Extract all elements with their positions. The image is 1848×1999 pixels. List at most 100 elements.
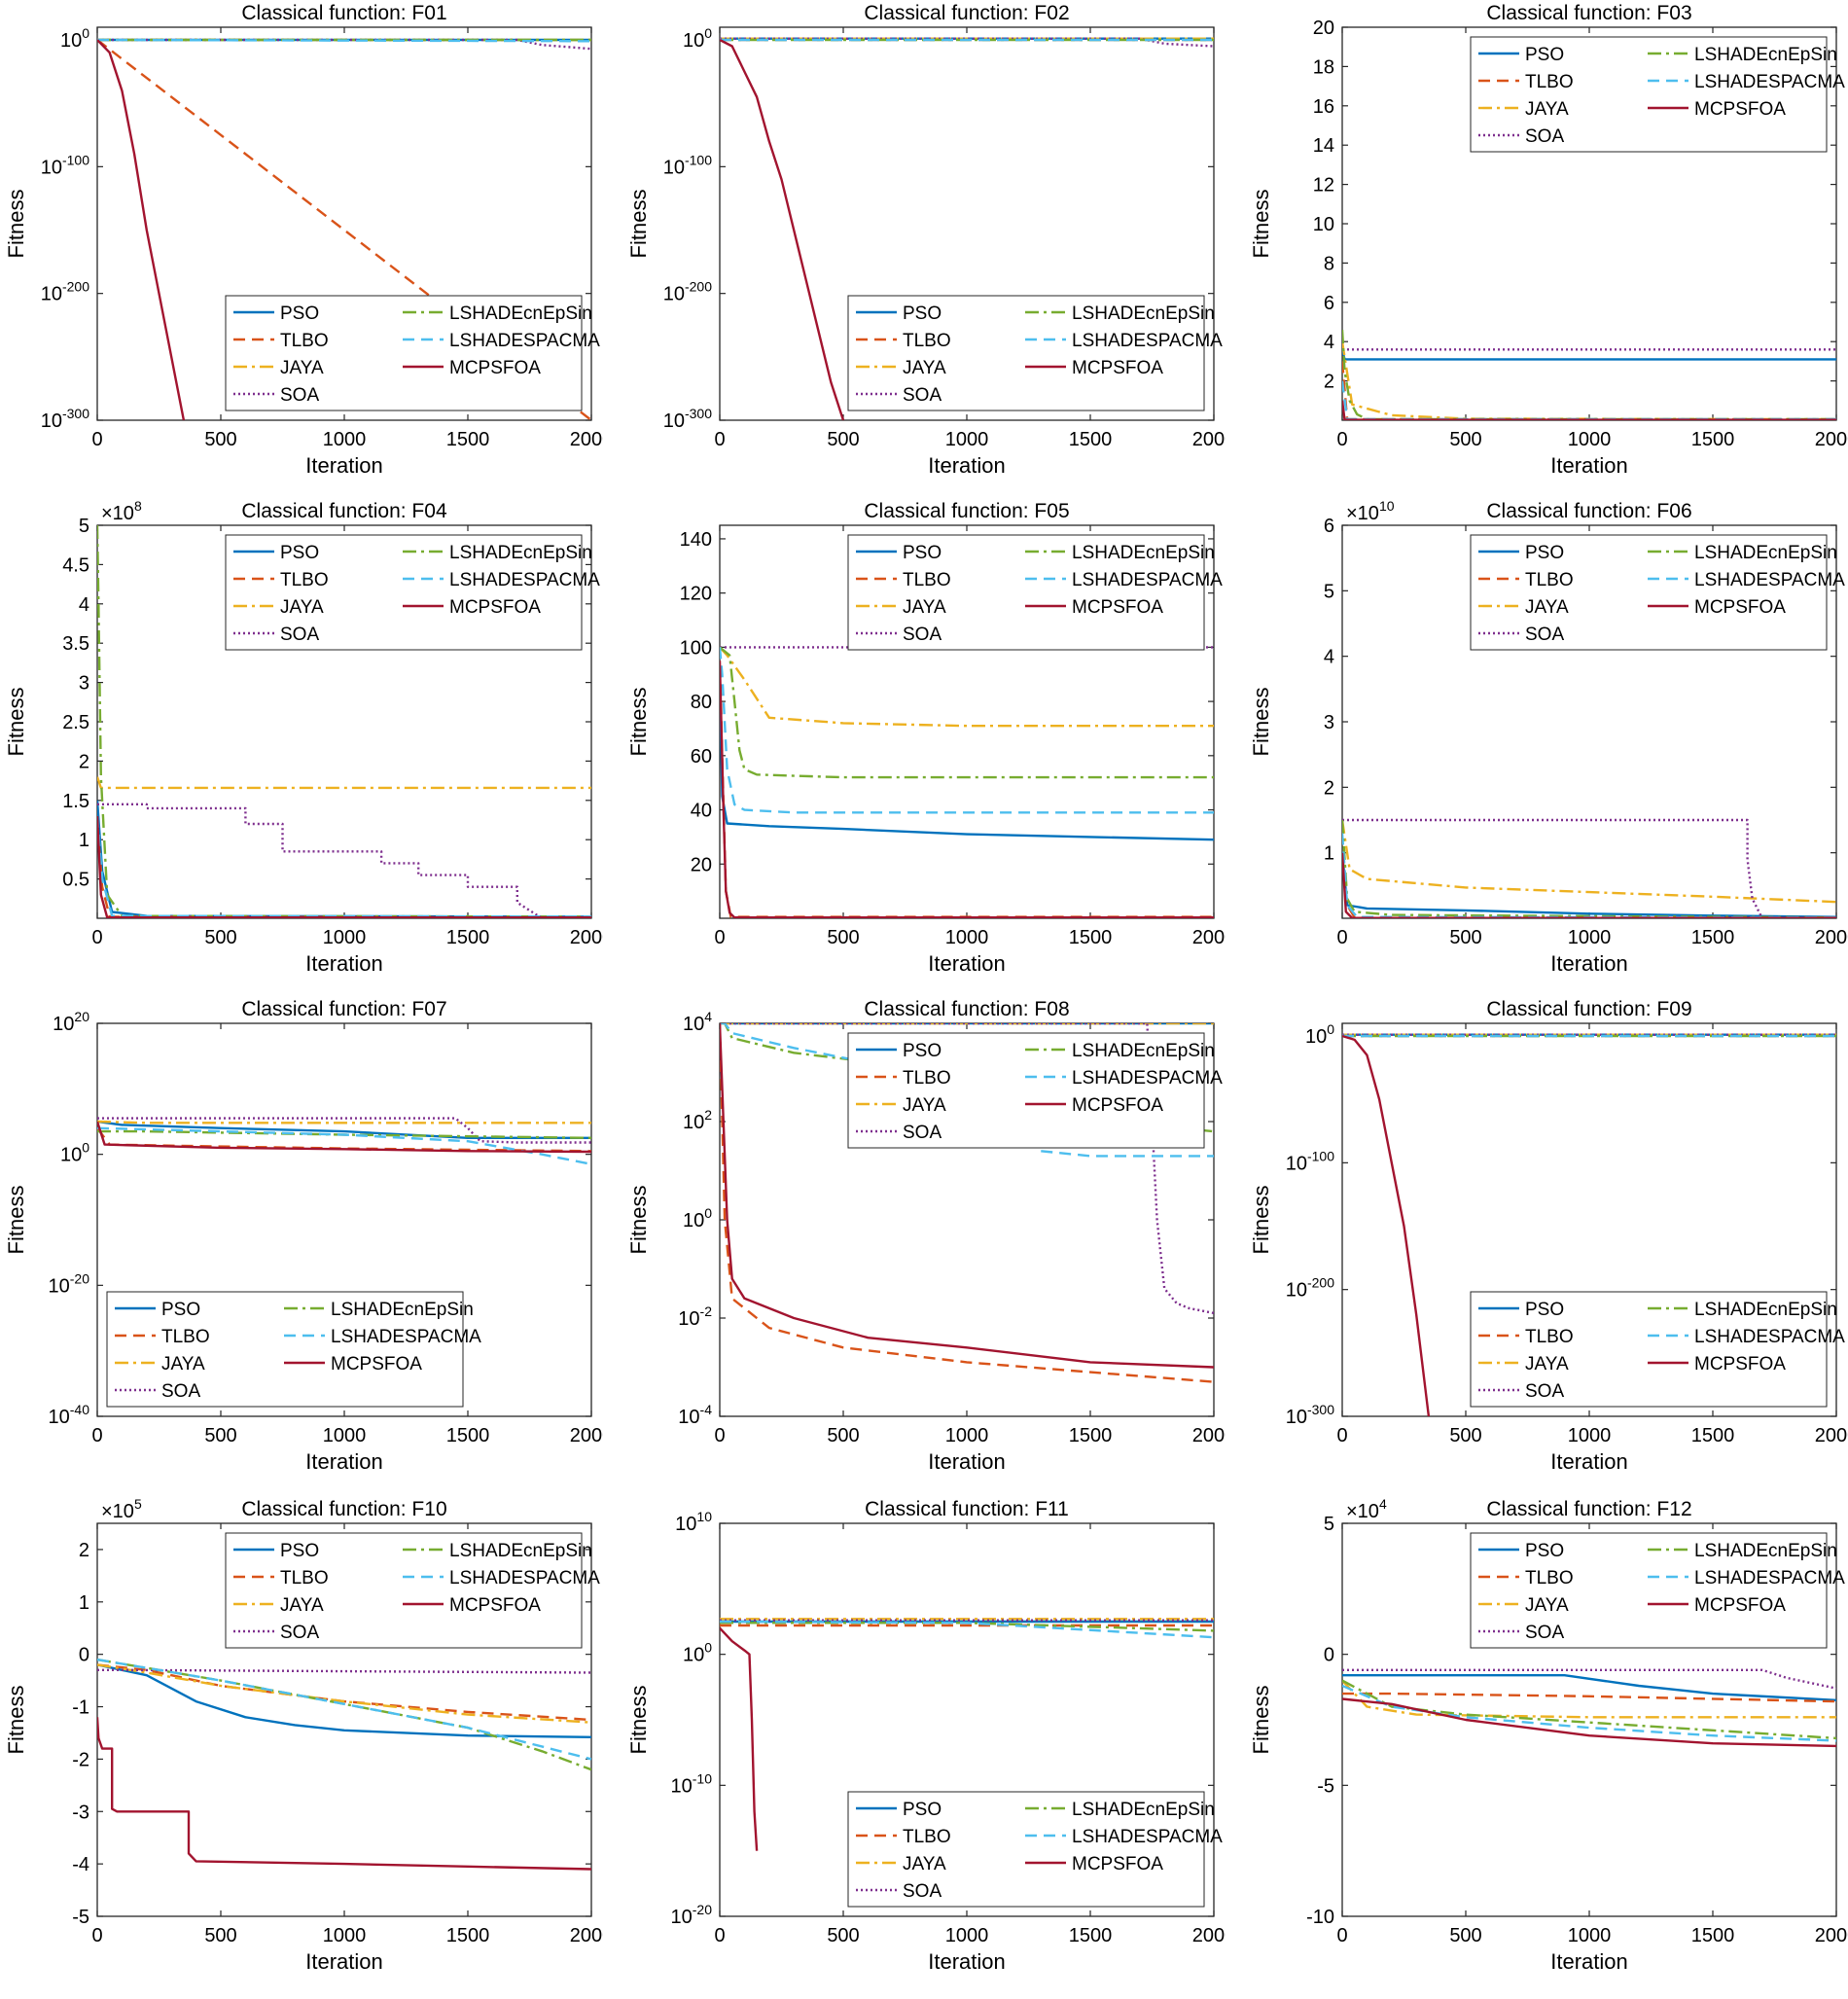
legend-label-pso: PSO [903, 1041, 942, 1061]
x-axis-label: Iteration [928, 951, 1006, 976]
legend-label-lshadecnepsin: LSHADEcnEpSin [331, 1300, 474, 1320]
y-tick-label: 5 [1324, 581, 1334, 602]
legend-label-pso: PSO [903, 1800, 942, 1820]
x-tick-label: 0 [91, 927, 102, 948]
x-axis-label: Iteration [928, 1449, 1006, 1474]
legend-box [225, 295, 583, 411]
chart-title: Classical function: F02 [864, 2, 1069, 24]
x-tick-label: 0 [1336, 1425, 1347, 1446]
series-line-mcpsfoa [720, 660, 1214, 918]
legend-label-soa: SOA [1525, 126, 1564, 147]
y-axis-exponent: ×105 [101, 1496, 142, 1522]
legend-label-mcpsfoa: MCPSFOA [1072, 358, 1163, 378]
series-line-lshadecnepsin [720, 646, 1214, 779]
legend-label-tlbo: TLBO [1525, 1327, 1574, 1347]
x-tick-label: 1500 [1069, 1925, 1113, 1946]
y-tick-label: 10-4 [678, 1402, 712, 1428]
chart-title: Classical function: F05 [864, 500, 1069, 522]
series-line-lshadespacma [720, 647, 1214, 814]
series-line-jaya [97, 1120, 591, 1124]
legend: PSO TLBO JAYA SOA LSHADEcnEpSin LSHADESPACMA M… [847, 1791, 1223, 1908]
y-axis-label: Fitness [626, 1686, 651, 1755]
legend-label-pso: PSO [903, 303, 942, 324]
chart-title: Classical function: F08 [864, 998, 1069, 1020]
x-tick-label: 0 [1336, 1925, 1347, 1946]
legend-label-jaya: JAYA [280, 1595, 324, 1616]
series-group [1342, 1668, 1836, 1748]
chart-title: Classical function: F06 [1486, 500, 1691, 522]
series-line-mcpsfoa [720, 1626, 759, 1851]
y-tick-label: 10-200 [41, 279, 89, 305]
legend-box [847, 1032, 1205, 1149]
legend-label-lshadecnepsin: LSHADEcnEpSin [1694, 1300, 1837, 1320]
x-tick-label: 500 [204, 1425, 236, 1446]
y-tick-label: -2 [72, 1749, 89, 1770]
y-tick-label: -5 [1317, 1775, 1334, 1797]
legend-label-jaya: JAYA [1525, 597, 1569, 618]
legend-label-tlbo: TLBO [903, 1068, 951, 1089]
legend-label-lshadecnepsin: LSHADEcnEpSin [1072, 303, 1215, 324]
legend-label-soa: SOA [903, 1123, 942, 1143]
legend-label-mcpsfoa: MCPSFOA [1072, 597, 1163, 618]
series-line-pso [1342, 1673, 1836, 1701]
x-tick-label: 1500 [1691, 1425, 1735, 1446]
series-group [97, 525, 591, 918]
x-axis-label: Iteration [305, 951, 383, 976]
chart-title: Classical function: F04 [241, 500, 447, 522]
legend-box [1470, 36, 1828, 153]
series-group [1342, 1033, 1836, 1416]
y-tick-label: 100 [683, 1205, 712, 1232]
x-axis-label: Iteration [928, 453, 1006, 478]
x-tick-label: 1000 [323, 1925, 367, 1946]
x-tick-label: 1000 [1568, 429, 1612, 450]
legend-box [847, 295, 1205, 411]
legend-label-soa: SOA [903, 625, 942, 645]
legend-label-pso: PSO [280, 303, 319, 324]
legend-label-jaya: JAYA [903, 1095, 946, 1116]
y-tick-label: 20 [691, 854, 712, 875]
x-tick-label: 500 [827, 927, 859, 948]
y-tick-label: 10-2 [678, 1303, 712, 1330]
series-group [720, 646, 1214, 918]
y-axis-label: Fitness [626, 688, 651, 757]
y-tick-label: -3 [72, 1802, 89, 1823]
y-tick-label: 1 [79, 1592, 89, 1614]
legend-label-jaya: JAYA [903, 597, 946, 618]
series-line-mcpsfoa [720, 1023, 1214, 1369]
x-tick-label: 0 [91, 429, 102, 450]
series-line-pso [97, 1120, 591, 1140]
y-tick-label: 140 [680, 529, 712, 551]
series-group [720, 37, 1214, 420]
y-tick-label: 1 [1324, 843, 1334, 865]
legend-label-lshadecnepsin: LSHADEcnEpSin [449, 303, 592, 324]
legend-box [847, 1791, 1205, 1908]
legend-label-soa: SOA [280, 1623, 319, 1643]
legend-label-tlbo: TLBO [903, 1827, 951, 1847]
series-line-mcpsfoa [97, 815, 591, 918]
legend-label-tlbo: TLBO [1525, 1568, 1574, 1588]
chart-title: Classical function: F10 [241, 1498, 446, 1520]
y-tick-label: 100 [1305, 1021, 1334, 1048]
x-tick-label: 1500 [446, 429, 490, 450]
x-tick-label: 0 [1336, 927, 1347, 948]
x-tick-label: 1500 [1069, 1425, 1113, 1446]
y-tick-label: 100 [683, 1640, 712, 1666]
x-tick-label: 500 [1449, 429, 1481, 450]
legend: PSO TLBO JAYA SOA LSHADEcnEpSin LSHADESPACMA M… [847, 1032, 1223, 1149]
x-tick-label: 0 [714, 927, 725, 948]
x-tick-label: 1500 [446, 1425, 490, 1446]
x-tick-label: 0 [714, 429, 725, 450]
legend-label-pso: PSO [280, 1541, 319, 1561]
legend-box [1470, 534, 1828, 651]
